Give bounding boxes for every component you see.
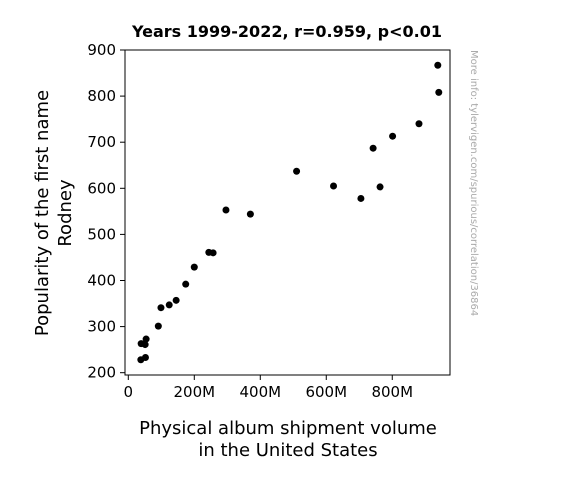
data-point — [376, 183, 384, 191]
data-point — [389, 132, 397, 140]
y-tick-label: 900 — [87, 41, 116, 59]
data-point — [415, 120, 423, 128]
data-points — [137, 61, 443, 364]
data-point — [172, 296, 180, 304]
x-axis-title-line1: Physical album shipment volume — [139, 418, 437, 439]
y-axis-title-line1: Popularity of the first name — [32, 90, 53, 336]
y-tick-label: 200 — [87, 364, 116, 382]
data-point — [293, 167, 301, 175]
data-point — [190, 263, 198, 271]
data-point — [357, 194, 365, 202]
y-tick-label: 700 — [87, 133, 116, 151]
y-tick-label: 400 — [87, 271, 116, 289]
x-axis-ticks: 0 200M 400M 600M 800M — [124, 375, 413, 401]
x-tick-label: 600M — [305, 383, 347, 401]
data-point — [330, 182, 338, 190]
watermark-text: More info: tylervigen.com/spurious/corre… — [468, 50, 479, 316]
data-point — [154, 322, 162, 330]
data-point — [434, 61, 442, 69]
data-point — [182, 280, 190, 288]
data-point — [141, 341, 149, 349]
data-point — [222, 206, 230, 214]
data-point — [165, 301, 173, 309]
x-axis-title-line2: in the United States — [198, 440, 377, 461]
data-point — [157, 304, 165, 312]
y-axis-ticks: 200 300 400 500 600 700 800 900 — [87, 41, 125, 382]
plot-frame — [124, 49, 451, 376]
data-point — [246, 210, 254, 218]
data-point — [369, 144, 377, 152]
y-axis-title-line2: Rodney — [55, 179, 76, 247]
data-point — [209, 249, 217, 257]
axes — [124, 49, 451, 376]
y-tick-label: 300 — [87, 318, 116, 336]
x-tick-label: 200M — [174, 383, 216, 401]
data-point — [435, 88, 443, 96]
y-tick-label: 600 — [87, 179, 116, 197]
chart-title: Years 1999-2022, r=0.959, p<0.01 — [131, 22, 442, 41]
y-tick-label: 800 — [87, 87, 116, 105]
x-tick-label: 400M — [239, 383, 281, 401]
data-point — [137, 356, 145, 364]
data-point — [142, 335, 150, 343]
x-tick-label: 0 — [124, 383, 134, 401]
y-tick-label: 500 — [87, 225, 116, 243]
x-tick-label: 800M — [371, 383, 413, 401]
